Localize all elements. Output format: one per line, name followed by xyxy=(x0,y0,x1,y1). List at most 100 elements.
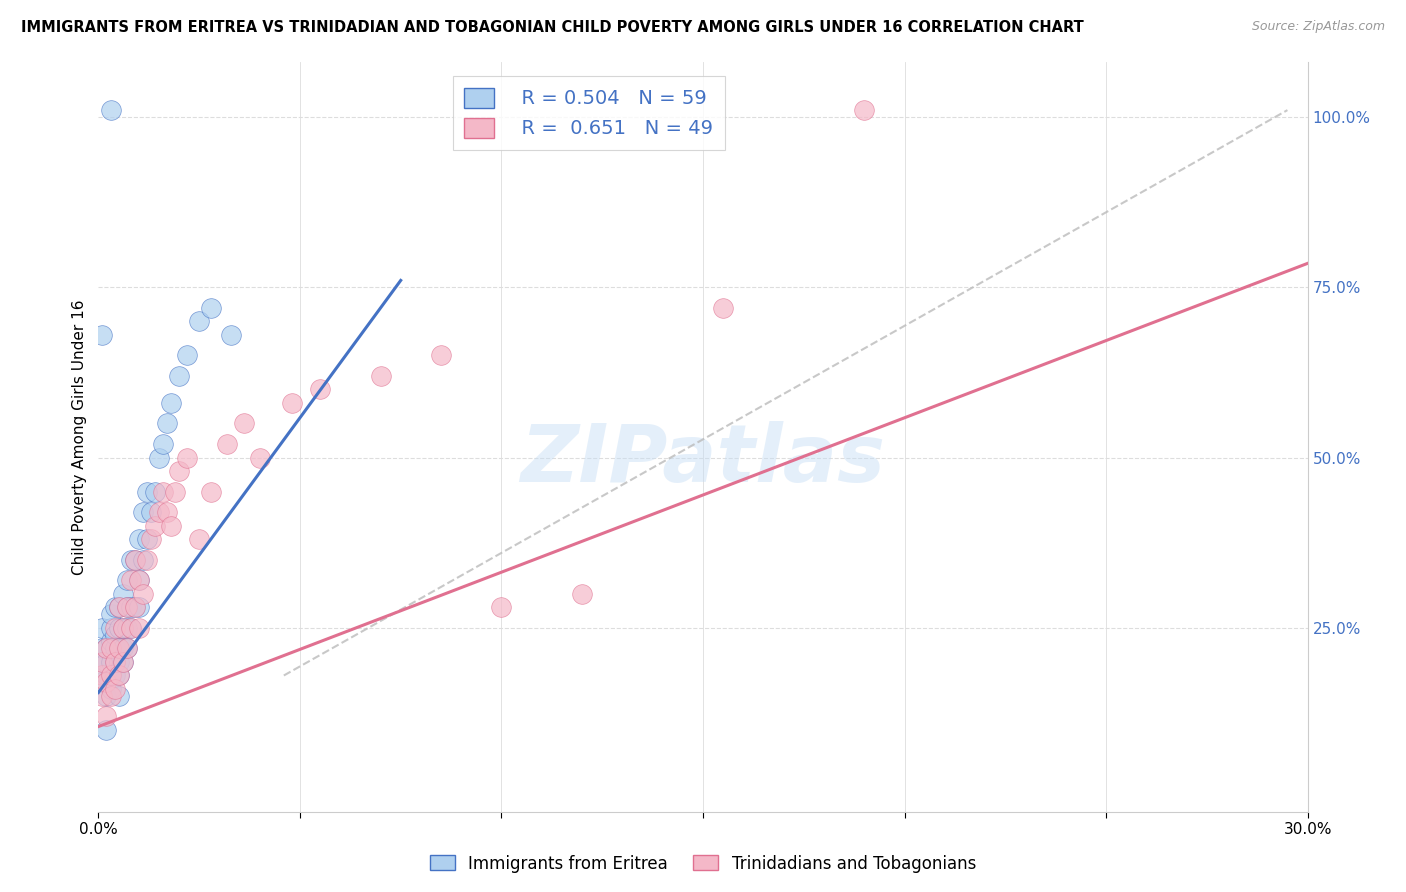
Point xyxy=(100,621,122,635)
Point xyxy=(100,641,122,656)
Point xyxy=(124,552,146,566)
Point xyxy=(103,600,125,615)
Point xyxy=(111,621,134,635)
Point xyxy=(100,634,122,648)
Point xyxy=(91,675,114,690)
Point xyxy=(103,641,125,656)
Point xyxy=(107,668,129,682)
Point xyxy=(188,314,211,328)
Point xyxy=(115,573,138,587)
Point xyxy=(96,655,118,669)
Point xyxy=(120,552,142,566)
Legend:   R = 0.504   N = 59,   R =  0.651   N = 49: R = 0.504 N = 59, R = 0.651 N = 49 xyxy=(453,76,725,150)
Point xyxy=(107,621,129,635)
Point xyxy=(152,437,174,451)
Point xyxy=(167,368,190,383)
Point xyxy=(115,641,138,656)
Point xyxy=(132,552,155,566)
Point xyxy=(200,301,222,315)
Point xyxy=(111,655,134,669)
Point xyxy=(148,505,170,519)
Point xyxy=(135,484,157,499)
Point xyxy=(107,600,129,615)
Point xyxy=(100,103,122,117)
Point xyxy=(309,383,332,397)
Point xyxy=(103,682,125,697)
Point xyxy=(370,368,392,383)
Point xyxy=(107,600,129,615)
Point xyxy=(96,641,118,656)
Point xyxy=(91,655,114,669)
Point xyxy=(103,621,125,635)
Point xyxy=(143,484,166,499)
Point xyxy=(200,484,222,499)
Point xyxy=(135,552,157,566)
Point xyxy=(100,668,122,682)
Point xyxy=(120,621,142,635)
Point xyxy=(128,621,150,635)
Point xyxy=(115,641,138,656)
Point xyxy=(107,641,129,656)
Point xyxy=(249,450,271,465)
Text: IMMIGRANTS FROM ERITREA VS TRINIDADIAN AND TOBAGONIAN CHILD POVERTY AMONG GIRLS : IMMIGRANTS FROM ERITREA VS TRINIDADIAN A… xyxy=(21,20,1084,35)
Point xyxy=(281,396,304,410)
Point xyxy=(103,668,125,682)
Point xyxy=(115,600,138,615)
Point xyxy=(124,552,146,566)
Point xyxy=(91,689,114,703)
Point xyxy=(96,668,118,682)
Point xyxy=(128,600,150,615)
Point xyxy=(120,573,142,587)
Point xyxy=(430,348,453,362)
Point xyxy=(91,621,114,635)
Point xyxy=(124,600,146,615)
Point xyxy=(107,689,129,703)
Point xyxy=(491,600,513,615)
Point xyxy=(156,417,179,431)
Point xyxy=(111,621,134,635)
Point xyxy=(91,327,114,342)
Point xyxy=(96,675,118,690)
Point xyxy=(188,533,211,547)
Point xyxy=(111,587,134,601)
Point xyxy=(115,621,138,635)
Point xyxy=(160,518,183,533)
Point xyxy=(120,621,142,635)
Point xyxy=(711,301,734,315)
Point xyxy=(107,641,129,656)
Point xyxy=(128,573,150,587)
Point xyxy=(221,327,243,342)
Point xyxy=(100,668,122,682)
Point xyxy=(111,641,134,656)
Point xyxy=(176,348,198,362)
Point xyxy=(100,682,122,697)
Point xyxy=(163,484,186,499)
Point xyxy=(91,668,114,682)
Point xyxy=(91,641,114,656)
Point xyxy=(148,450,170,465)
Point xyxy=(100,689,122,703)
Point xyxy=(156,505,179,519)
Point xyxy=(100,655,122,669)
Point xyxy=(107,655,129,669)
Point xyxy=(91,655,114,669)
Point xyxy=(135,533,157,547)
Point xyxy=(96,723,118,737)
Point xyxy=(107,668,129,682)
Text: Source: ZipAtlas.com: Source: ZipAtlas.com xyxy=(1251,20,1385,33)
Y-axis label: Child Poverty Among Girls Under 16: Child Poverty Among Girls Under 16 xyxy=(72,300,87,574)
Point xyxy=(96,641,118,656)
Point xyxy=(853,103,876,117)
Point xyxy=(160,396,183,410)
Point xyxy=(103,655,125,669)
Point xyxy=(232,417,254,431)
Point xyxy=(132,505,155,519)
Point xyxy=(152,484,174,499)
Point xyxy=(103,655,125,669)
Point xyxy=(111,655,134,669)
Point xyxy=(96,689,118,703)
Point xyxy=(571,587,593,601)
Point xyxy=(120,600,142,615)
Text: ZIPatlas: ZIPatlas xyxy=(520,420,886,499)
Point xyxy=(217,437,239,451)
